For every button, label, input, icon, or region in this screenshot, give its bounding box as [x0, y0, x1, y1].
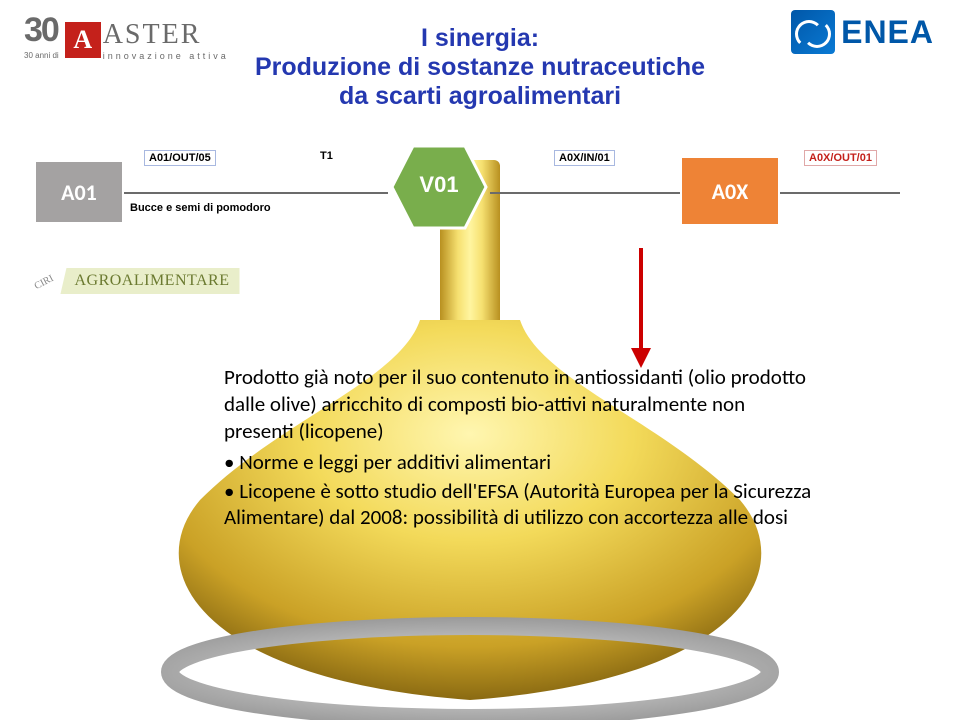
node-a01-label: A01	[61, 179, 97, 206]
label-bucce: Bucce e semi di pomodoro	[130, 202, 271, 214]
bullet-2: Licopene è sotto studio dell'EFSA (Autor…	[224, 478, 814, 532]
label-t1: T1	[320, 150, 333, 162]
connector-1	[124, 192, 388, 194]
agroalimentare-label: AGROALIMENTARE	[60, 268, 239, 294]
body-text: Prodotto già noto per il suo contenuto i…	[224, 364, 814, 531]
body-paragraph: Prodotto già noto per il suo contenuto i…	[224, 364, 814, 445]
slide-title: I sinergia: Produzione di sostanze nutra…	[0, 24, 960, 111]
ciri-badge: CIRI AGROALIMENTARE	[34, 268, 240, 294]
title-line-2: Produzione di sostanze nutraceutiche	[0, 53, 960, 82]
node-a0x-label: A0X	[712, 178, 749, 205]
ciri-tag: CIRI	[33, 273, 56, 292]
label-a0x-out-01: A0X/OUT/01	[804, 150, 877, 166]
body-bullets: Norme e leggi per additivi alimentari Li…	[224, 449, 814, 532]
label-a01-out-05: A01/OUT/05	[144, 150, 216, 166]
connector-2	[490, 192, 680, 194]
red-arrow-down	[628, 248, 654, 375]
node-v01-hex: V01	[388, 142, 490, 232]
title-line-1: I sinergia:	[0, 24, 960, 53]
bullet-1: Norme e leggi per additivi alimentari	[224, 449, 814, 476]
connector-3	[780, 192, 900, 194]
flow-diagram: A01 A01/OUT/05 Bucce e semi di pomodoro …	[0, 144, 960, 254]
title-line-3: da scarti agroalimentari	[0, 82, 960, 111]
node-a0x: A0X	[680, 156, 780, 226]
node-v01-label: V01	[388, 172, 490, 198]
label-a0x-in-01: A0X/IN/01	[554, 150, 615, 166]
node-a01: A01	[34, 160, 124, 224]
